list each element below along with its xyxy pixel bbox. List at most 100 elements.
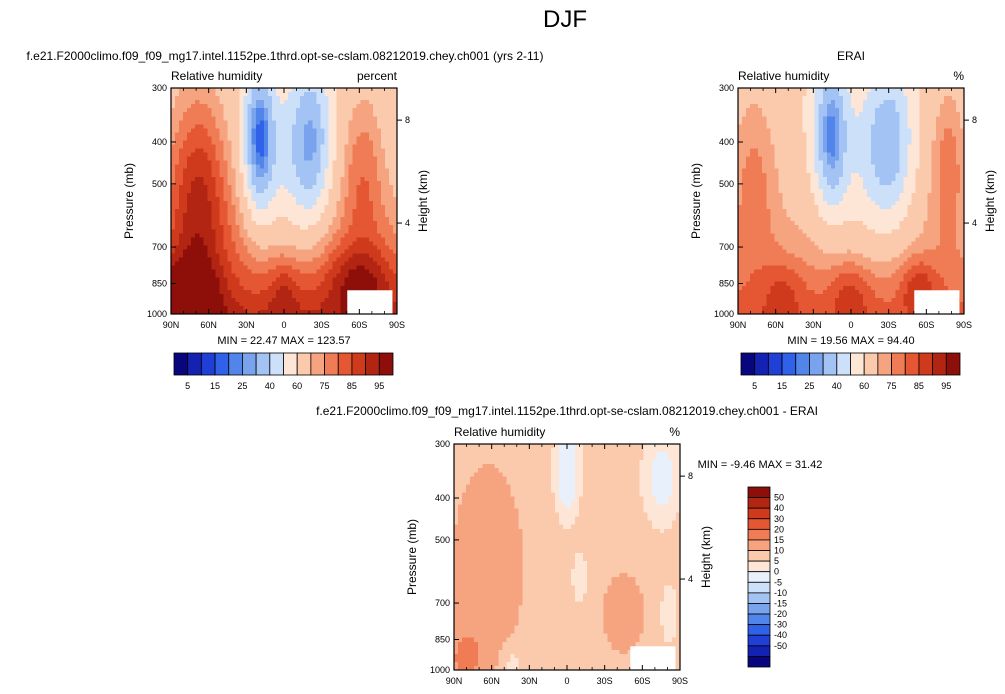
heatmap-cell [332,108,338,113]
heatmap-cell [308,128,313,133]
heatmap-cell [758,96,763,101]
heatmap-cell [175,172,180,178]
heatmap-cell [895,180,901,186]
heatmap-cell [255,273,261,279]
heatmap-cell [300,273,305,279]
heatmap-cell [312,201,317,206]
heatmap-cell [786,100,792,105]
heatmap-cell [255,205,261,210]
heatmap-cell [810,128,816,133]
heatmap-cell [207,297,212,303]
heatmap-cell [207,116,212,121]
heatmap-cell [340,205,346,210]
heatmap-cell [802,92,808,97]
heatmap-cell [336,281,342,287]
heatmap-cell [284,172,289,178]
heatmap-cell [288,245,293,251]
heatmap-cell [344,120,350,125]
heatmap-cell [368,217,374,222]
heatmap-cell [859,100,864,105]
heatmap-cell [211,140,216,146]
heatmap-cell [392,120,398,125]
heatmap-cell [846,184,852,190]
heatmap-cell [895,92,901,97]
heatmap-cell [959,92,965,97]
heatmap-cell [356,273,362,279]
heatmap-cell [392,229,398,234]
heatmap-cell [782,88,788,93]
heatmap-cell [183,132,188,138]
heatmap-cell [255,225,261,230]
heatmap-cell [842,168,848,174]
heatmap-cell [879,172,884,178]
heatmap-cell [340,253,346,259]
heatmap-cell [798,116,804,121]
heatmap-cell [911,132,917,138]
heatmap-cell [846,188,852,194]
heatmap-cell [742,128,747,133]
heatmap-cell [332,112,338,117]
heatmap-cell [822,196,828,202]
heatmap-cell [271,261,277,267]
heatmap-cell [392,104,398,109]
heatmap-cell [271,196,277,202]
heatmap-cell [300,112,305,117]
heatmap-cell [300,196,305,202]
heatmap-cell [863,152,868,158]
heatmap-cell [308,209,313,214]
heatmap-cell [947,205,953,210]
heatmap-cell [304,164,309,170]
heatmap-cell [915,88,921,93]
heatmap-cell [875,201,880,206]
heatmap-cell [300,285,305,291]
heatmap-cell [308,249,313,255]
heatmap-cell [183,180,188,186]
heatmap-cell [907,112,913,117]
heatmap-cell [352,148,358,154]
heatmap-cell [766,100,771,105]
heatmap-cell [215,309,221,315]
heatmap-cell [215,136,221,142]
heatmap-cell [742,160,747,166]
heatmap-cell [859,205,864,210]
heatmap-cell [871,184,876,190]
heatmap-cell [263,140,269,146]
heatmap-cell [919,136,925,142]
heatmap-cell [275,201,281,206]
heatmap-cell [203,180,208,186]
heatmap-cell [171,144,176,150]
heatmap-cell [267,281,273,287]
heatmap-cell [758,108,763,113]
heatmap-cell [871,201,876,206]
heatmap-cell [259,120,265,125]
heatmap-cell [320,96,325,101]
heatmap-cell [360,180,366,186]
heatmap-cell [356,277,362,283]
heatmap-cell [271,225,277,230]
heatmap-cell [255,297,261,303]
heatmap-cell [328,196,334,202]
heatmap-cell [770,160,775,166]
heatmap-cell [316,281,321,287]
heatmap-cell [750,201,755,206]
heatmap-cell [774,164,779,170]
heatmap-cell [288,176,293,182]
heatmap-cell [251,257,257,263]
heatmap-cell [255,112,261,117]
heatmap-cell [271,245,277,251]
heatmap-cell [171,221,176,226]
heatmap-cell [263,144,269,150]
heatmap-cell [223,237,229,242]
heatmap-cell [392,124,398,129]
heatmap-cell [774,88,779,93]
heatmap-cell [215,233,221,238]
heatmap-cell [356,100,362,105]
heatmap-cell [790,172,796,178]
heatmap-cell [207,184,212,190]
heatmap-cell [336,172,342,178]
heatmap-cell [324,253,329,259]
heatmap-cell [867,152,872,158]
heatmap-cell [247,184,253,190]
heatmap-cell [288,201,293,206]
heatmap-cell [227,269,233,275]
